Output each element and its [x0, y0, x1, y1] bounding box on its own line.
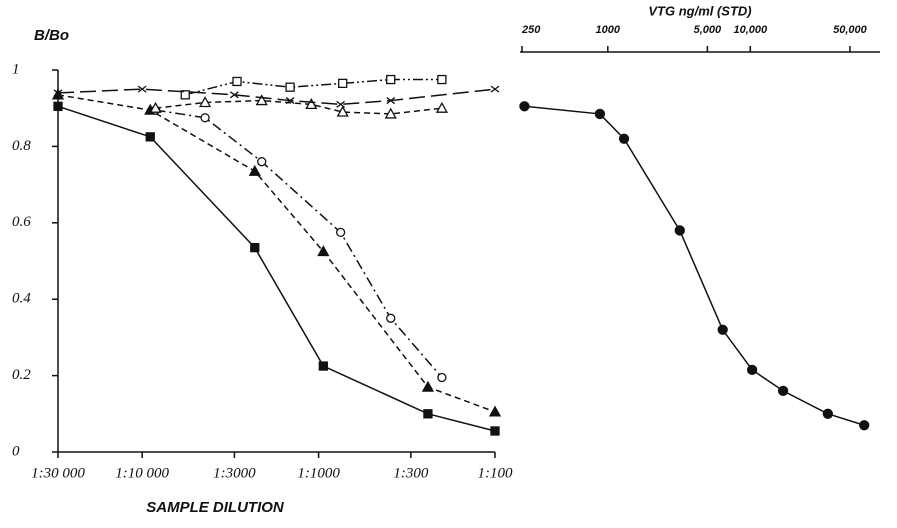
marker	[180, 90, 190, 100]
marker	[674, 225, 685, 236]
x-tick-label: 50,000	[833, 24, 868, 36]
top-axis-title: VTG ng/ml (STD)	[648, 3, 751, 18]
x-tick-label: 1:3000	[213, 465, 256, 481]
y-tick-label: 0.2	[12, 367, 31, 383]
x-tick-label: 1:100	[478, 465, 513, 481]
marker	[435, 101, 448, 113]
marker	[386, 313, 396, 323]
marker	[305, 98, 318, 110]
marker	[149, 101, 162, 113]
x-tick-label: 1:30 000	[31, 465, 85, 481]
marker	[746, 364, 758, 376]
y-axis-title: B/Bo	[34, 27, 69, 44]
marker	[200, 113, 210, 123]
y-tick-label: 0.6	[12, 214, 31, 230]
marker	[594, 108, 606, 120]
x-tick-label: 1:1000	[297, 465, 340, 481]
marker	[859, 420, 870, 431]
marker	[285, 97, 295, 105]
marker	[53, 89, 63, 97]
marker	[336, 100, 346, 108]
marker	[335, 227, 346, 238]
marker	[384, 107, 397, 119]
series-line	[155, 99, 442, 115]
marker	[777, 385, 789, 397]
marker	[317, 245, 330, 257]
x-tick-label: 5,000	[694, 24, 722, 36]
marker	[248, 164, 261, 176]
marker	[230, 91, 239, 99]
marker	[717, 324, 728, 335]
marker	[51, 88, 65, 100]
marker	[386, 74, 396, 85]
series-line	[185, 78, 442, 96]
x-tick-label: 1:10 000	[115, 465, 169, 481]
marker	[490, 426, 500, 436]
marker	[488, 405, 502, 417]
marker	[618, 133, 630, 144]
marker	[318, 361, 328, 371]
marker	[386, 97, 396, 105]
marker	[336, 105, 349, 117]
marker	[53, 101, 63, 111]
series-line	[524, 105, 865, 426]
marker	[232, 76, 242, 87]
marker	[285, 82, 295, 92]
y-tick-label: 0.8	[12, 138, 31, 154]
x-tick-label: 10,000	[733, 24, 768, 36]
marker	[421, 380, 435, 392]
marker	[822, 408, 833, 419]
x-tick-label: 1:300	[393, 465, 428, 481]
marker	[519, 101, 530, 112]
y-tick-label: 1	[12, 61, 20, 77]
marker	[437, 372, 447, 383]
marker	[255, 94, 268, 106]
x-tick-label: 1000	[596, 24, 621, 36]
marker	[257, 157, 267, 167]
marker	[490, 85, 500, 93]
y-tick-label: 0.4	[12, 291, 31, 307]
series-line	[57, 105, 496, 432]
marker	[250, 242, 260, 253]
marker	[137, 85, 147, 93]
x-axis-title: SAMPLE DILUTION	[146, 499, 285, 516]
marker	[338, 78, 348, 89]
marker	[198, 96, 212, 108]
series-line	[155, 109, 443, 379]
x-tick-label: 250	[521, 24, 541, 36]
marker	[423, 409, 433, 419]
series-line	[57, 94, 496, 413]
marker	[437, 74, 447, 85]
y-tick-label: 0	[12, 443, 20, 459]
marker	[145, 132, 155, 142]
